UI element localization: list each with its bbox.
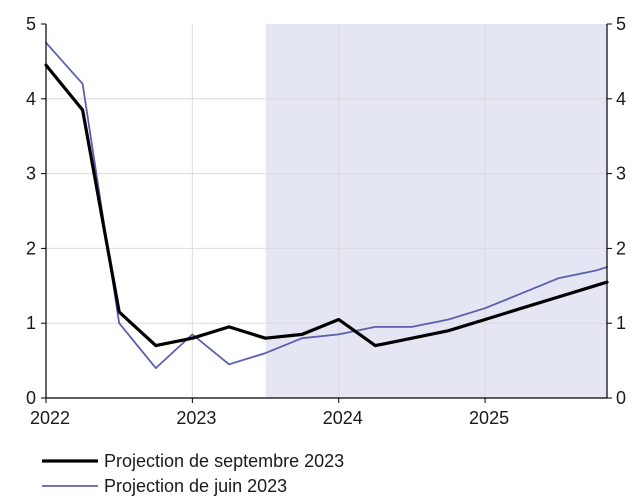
y-tick-label-right: 3 [616,164,626,184]
y-tick-label-left: 1 [26,313,36,333]
x-tick-label: 2024 [323,408,363,428]
y-tick-label-left: 3 [26,164,36,184]
y-tick-label-left: 5 [26,14,36,34]
legend: Projection de septembre 2023 Projection … [42,451,344,496]
axis-ticks: 0 1 2 3 4 5 0 1 2 3 4 5 2022 2023 2024 2025 [26,14,626,428]
legend-label-september: Projection de septembre 2023 [104,451,344,471]
projection-band [265,24,607,398]
x-tick-label: 2022 [30,408,70,428]
y-tick-label-right: 5 [616,14,626,34]
x-tick-label: 2025 [469,408,509,428]
series-line-june [45,41,608,370]
series-line-september [44,63,609,348]
y-tick-label-right: 2 [616,238,626,258]
x-tick-label: 2023 [176,408,216,428]
y-tick-label-right: 4 [616,89,626,109]
y-tick-label-right: 1 [616,313,626,333]
legend-label-june: Projection de juin 2023 [104,476,287,496]
y-tick-label-left: 0 [26,388,36,408]
series-lines [44,41,609,370]
y-tick-label-right: 0 [616,388,626,408]
y-tick-label-left: 4 [26,89,36,109]
y-tick-label-left: 2 [26,238,36,258]
grid-lines [46,24,607,398]
